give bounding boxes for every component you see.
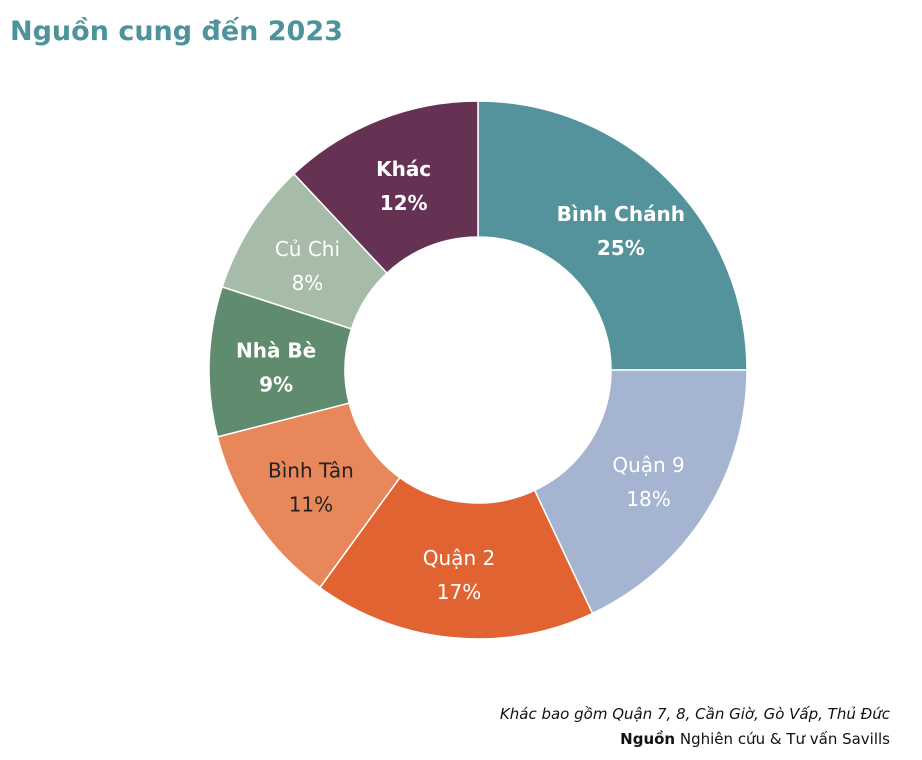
slice-label-binh-chanh: Bình Chánh	[557, 202, 685, 226]
footnote-other-term: Khác	[499, 705, 537, 723]
slice-binh-chanh	[477, 100, 748, 371]
slice-value-quan-9: 18%	[626, 487, 670, 511]
footnote-source: Nguồn Nghiên cứu & Tư vấn Savills	[500, 727, 890, 752]
slice-label-khac: Khác	[376, 157, 431, 181]
slice-label-quan-2: Quận 2	[423, 546, 495, 570]
slice-value-nha-be: 9%	[259, 373, 293, 397]
footnote-source-detail: Nghiên cứu & Tư vấn Savills	[675, 730, 890, 748]
slice-value-binh-tan: 11%	[289, 493, 333, 517]
slice-value-quan-2: 17%	[437, 580, 481, 604]
slice-label-cu-chi: Củ Chi	[275, 237, 340, 261]
chart-title: Nguồn cung đến 2023	[10, 16, 343, 47]
slice-khac	[292, 100, 479, 275]
slice-value-binh-chanh: 25%	[597, 236, 645, 260]
slice-quan-2	[318, 476, 594, 640]
footnote-other-detail: bao gồm Quận 7, 8, Cần Giờ, Gò Vấp, Thủ …	[536, 705, 890, 723]
slice-value-khac: 12%	[380, 191, 428, 215]
footnote: Khác bao gồm Quận 7, 8, Cần Giờ, Gò Vấp,…	[500, 702, 890, 752]
footnote-other-note: Khác bao gồm Quận 7, 8, Cần Giờ, Gò Vấp,…	[500, 702, 890, 727]
slice-value-cu-chi: 8%	[292, 271, 324, 295]
slice-label-binh-tan: Bình Tân	[268, 459, 354, 483]
footnote-source-label: Nguồn	[620, 730, 676, 748]
slice-label-nha-be: Nhà Bè	[236, 339, 316, 363]
slice-label-quan-9: Quận 9	[612, 453, 684, 477]
slice-quan-9	[533, 369, 748, 615]
